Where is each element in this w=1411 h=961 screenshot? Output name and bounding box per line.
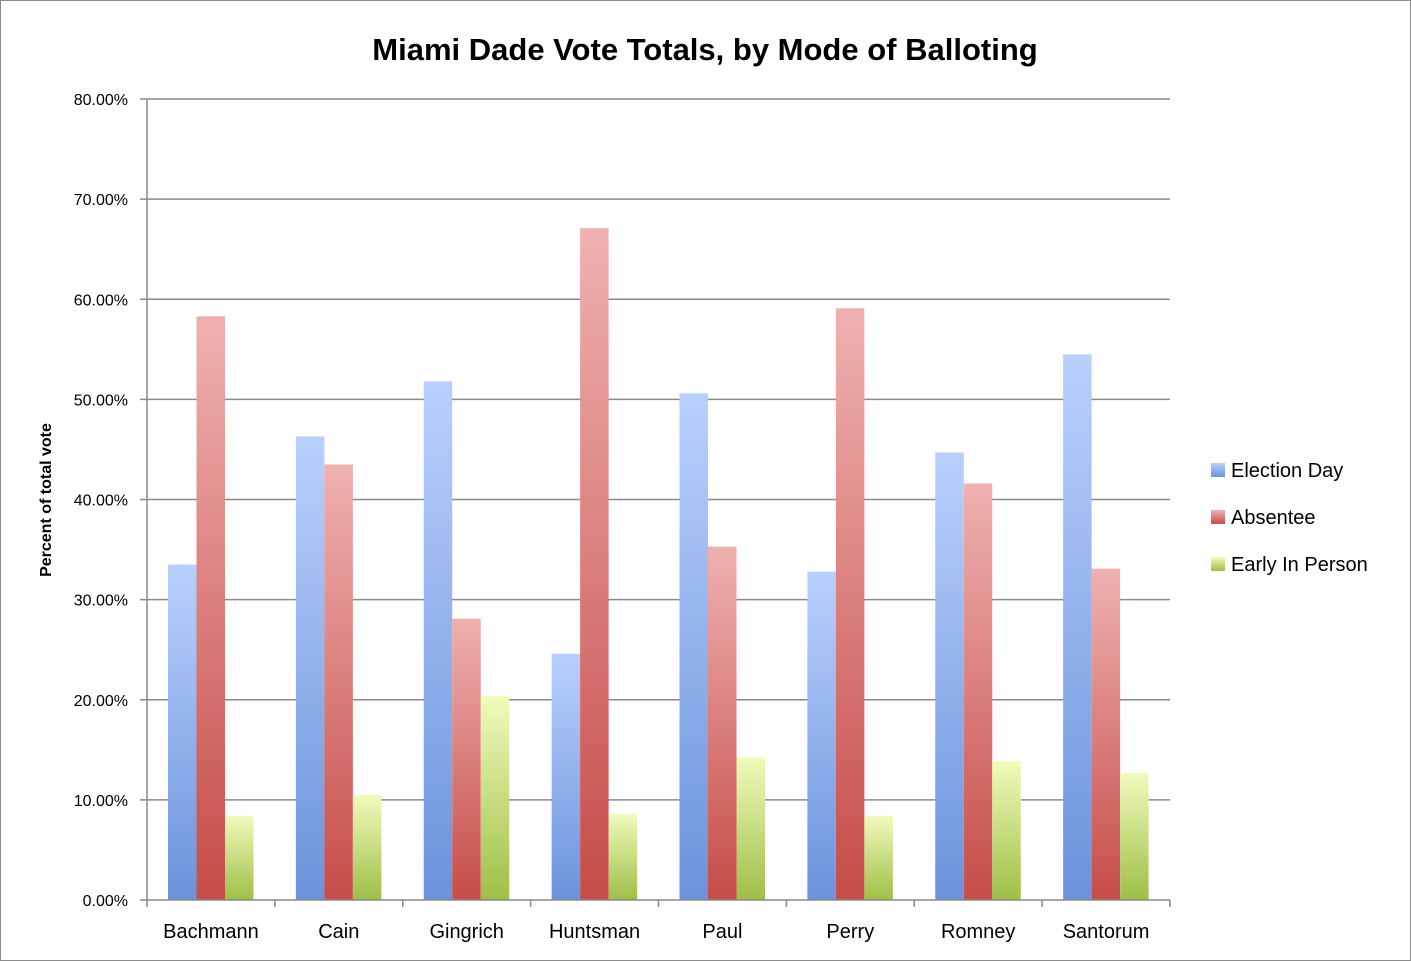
legend-swatch [1211, 510, 1225, 524]
bar-election-day-cain [295, 436, 325, 900]
bar-election-day-huntsman [551, 653, 581, 900]
bar-election-day-romney [935, 452, 964, 900]
bar-election-day-santorum [1063, 354, 1092, 901]
x-tick-label: Cain [318, 921, 359, 943]
x-axis-ticks: Bachmann Cain Gingrich Huntsman Paul Perry Rom… [146, 900, 1171, 943]
x-tick-label: Romney [941, 921, 1015, 943]
y-tick-label: 0.00% [83, 893, 128, 910]
bar-absentee-gingrich [452, 618, 481, 900]
y-axis-ticks: 0.00% 10.00% 20.00% 30.00% 40.00% 50.00% 60.00… [74, 92, 147, 910]
bar-early-in-person-huntsman [608, 813, 638, 900]
bar-election-day-paul [679, 393, 708, 900]
y-tick-label: 70.00% [74, 192, 128, 209]
bar-election-day-bachmann [168, 564, 197, 900]
bar-early-in-person-bachmann [225, 815, 254, 900]
bar-early-in-person-perry [864, 815, 893, 900]
legend-swatch [1211, 463, 1225, 477]
legend-label: Election Day [1231, 460, 1343, 482]
bar-absentee-perry [835, 308, 865, 901]
bar-early-in-person-santorum [1120, 772, 1149, 900]
chart-title: Miami Dade Vote Totals, by Mode of Ballo… [372, 32, 1037, 67]
legend: Election Day Absentee Early In Person [1211, 460, 1368, 576]
x-tick-label: Gingrich [429, 921, 503, 943]
y-tick-label: 40.00% [74, 493, 128, 510]
bar-absentee-huntsman [580, 228, 609, 900]
legend-swatch [1211, 557, 1225, 571]
y-tick-label: 80.00% [74, 92, 128, 109]
bar-early-in-person-paul [736, 756, 765, 900]
bar-election-day-gingrich [423, 381, 453, 900]
y-tick-label: 60.00% [74, 292, 128, 309]
bar-absentee-santorum [1091, 568, 1121, 900]
y-tick-label: 50.00% [74, 392, 128, 409]
x-tick-label: Huntsman [549, 921, 640, 943]
bar-absentee-paul [708, 546, 737, 900]
bar-absentee-cain [324, 464, 353, 900]
legend-label: Absentee [1231, 507, 1316, 529]
x-tick-label: Santorum [1063, 921, 1150, 943]
x-tick-label: Paul [702, 921, 742, 943]
bar-absentee-bachmann [196, 316, 225, 900]
bar-election-day-perry [807, 571, 836, 900]
bar-early-in-person-gingrich [480, 695, 510, 900]
y-tick-label: 20.00% [74, 693, 128, 710]
y-tick-label: 30.00% [74, 593, 128, 610]
y-axis-title: Percent of total vote [38, 423, 55, 577]
x-tick-label: Bachmann [163, 921, 259, 943]
bar-absentee-romney [963, 483, 993, 900]
bars [168, 228, 1149, 901]
y-tick-label: 10.00% [74, 793, 128, 810]
bar-early-in-person-cain [352, 794, 382, 900]
legend-label: Early In Person [1231, 554, 1368, 576]
bar-early-in-person-romney [992, 760, 1021, 900]
x-tick-label: Perry [826, 921, 874, 943]
